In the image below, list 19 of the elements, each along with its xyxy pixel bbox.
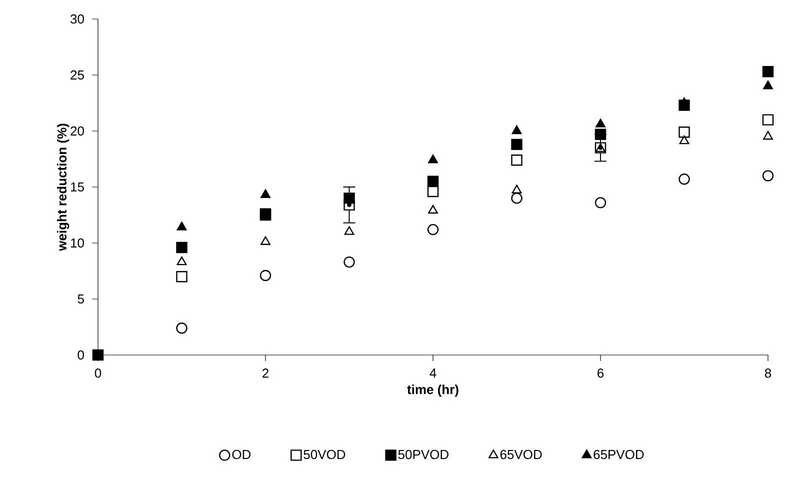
legend-label: OD [232,450,251,460]
y-tick-label: 30 [70,14,84,24]
legend-label: 65PVOD [594,450,644,460]
x-tick-label: 8 [764,368,772,378]
x-tick-label: 2 [262,368,268,378]
y-tick-label: 10 [70,238,84,248]
y-tick-label: 20 [70,126,84,136]
legend-label: 65VOD [500,450,542,460]
legend-label: 50VOD [304,450,346,460]
y-axis-title: weight reduction (%) [56,124,70,251]
y-tick-label: 5 [78,294,84,304]
x-tick-label: 6 [598,368,604,378]
x-axis-title: time (hr) [407,384,458,397]
x-tick-label: 4 [430,368,436,378]
legend-label: 50PVOD [398,450,448,460]
x-tick-label: 0 [94,368,102,378]
y-tick-label: 25 [70,70,84,80]
y-tick-label: 15 [70,182,84,192]
y-tick-label: 0 [78,350,84,360]
